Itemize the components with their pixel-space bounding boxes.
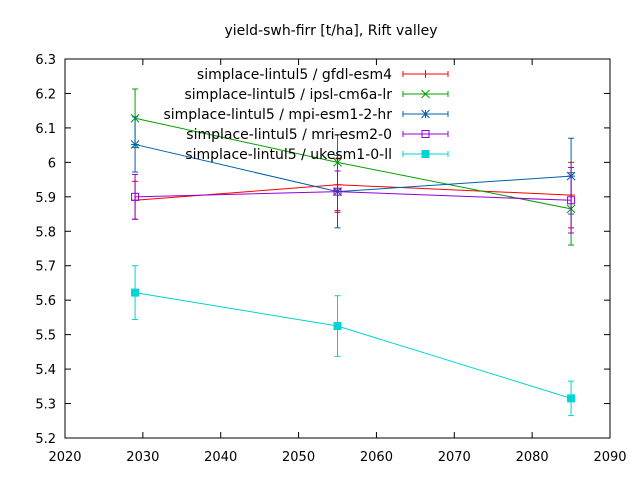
y-tick-label: 5.8 <box>35 225 56 240</box>
y-tick-label: 5.9 <box>35 191 56 206</box>
legend-label: simplace-lintul5 / ipsl-cm6a-lr <box>185 87 393 103</box>
legend-item: simplace-lintul5 / mri-esm2-0 <box>186 127 449 143</box>
legend-marker <box>421 89 430 99</box>
plot-frame <box>64 58 611 439</box>
data-point <box>131 288 140 297</box>
series-line <box>134 292 572 399</box>
legend-item: simplace-lintul5 / gfdl-esm4 <box>197 67 449 83</box>
y-tick-label: 6.3 <box>35 53 56 68</box>
y-tick-label: 5.5 <box>35 329 56 344</box>
legend-marker <box>421 150 430 158</box>
legend-marker <box>421 130 430 138</box>
x-tick-label: 2060 <box>360 450 393 465</box>
chart-title: yield-swh-firr [t/ha], Rift valley <box>224 23 437 39</box>
data-point <box>567 394 576 403</box>
legend-label: simplace-lintul5 / mri-esm2-0 <box>186 127 392 143</box>
y-tick-label: 5.6 <box>35 294 56 309</box>
x-tick-label: 2040 <box>204 450 237 465</box>
legend-label: simplace-lintul5 / ukesm1-0-ll <box>185 147 392 163</box>
legend: simplace-lintul5 / gfdl-esm4 simplace-lin… <box>163 67 449 163</box>
series-3 <box>131 167 576 234</box>
x-tick-label: 2050 <box>282 450 315 465</box>
x-tick-label: 2070 <box>438 450 471 465</box>
data-point <box>130 140 140 149</box>
legend-item: simplace-lintul5 / ukesm1-0-ll <box>185 147 449 163</box>
y-tick-label: 6.1 <box>35 122 56 137</box>
x-tick-label: 2080 <box>516 450 549 465</box>
y-tick-label: 5.4 <box>35 363 56 378</box>
x-tick-label: 2030 <box>126 450 159 465</box>
y-tick-label: 6.2 <box>35 87 56 102</box>
data-point <box>131 192 140 201</box>
data-point <box>567 196 576 205</box>
legend-marker <box>421 70 430 78</box>
y-tick-label: 5.3 <box>35 398 56 413</box>
legend-item: simplace-lintul5 / ipsl-cm6a-lr <box>185 87 449 103</box>
x-tick-label: 2020 <box>48 450 81 465</box>
data-point <box>333 187 342 196</box>
legend-label: simplace-lintul5 / gfdl-esm4 <box>197 67 392 83</box>
legend-marker <box>421 109 430 119</box>
x-tick-label: 2090 <box>593 450 626 465</box>
legend-item: simplace-lintul5 / mpi-esm1-2-hr <box>163 107 449 123</box>
series-0 <box>131 158 576 229</box>
y-tick-label: 5.2 <box>35 432 56 447</box>
series-layer <box>130 88 576 417</box>
series-4 <box>131 265 576 417</box>
y-tick-label: 5.7 <box>35 260 56 275</box>
legend-label: simplace-lintul5 / mpi-esm1-2-hr <box>163 107 392 123</box>
data-point <box>333 322 342 331</box>
plot-axes: 2020 2030 2040 2050 2060 2070 2080 2090 5.2 5.3 5.… <box>35 53 626 465</box>
y-tick-label: 6 <box>48 156 56 171</box>
